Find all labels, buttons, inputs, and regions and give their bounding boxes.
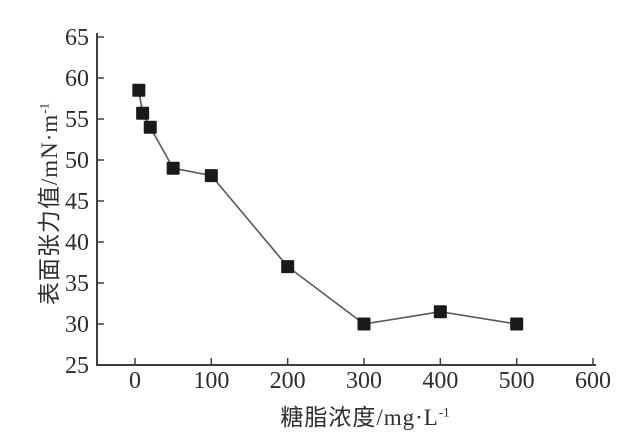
data-point — [136, 106, 150, 120]
data-point — [357, 317, 371, 331]
y-tick-label: 65 — [65, 25, 89, 51]
y-tick-label: 30 — [65, 312, 89, 338]
y-tick-label: 25 — [65, 353, 89, 379]
data-point — [143, 120, 157, 134]
y-tick-label: 45 — [65, 189, 89, 215]
data-point — [433, 305, 447, 319]
data-point — [166, 161, 180, 175]
y-tick-label: 35 — [65, 271, 89, 297]
x-tick-label: 300 — [346, 368, 382, 394]
data-point — [132, 83, 146, 97]
x-tick-label: 200 — [270, 368, 306, 394]
x-tick-label: 100 — [193, 368, 229, 394]
y-tick-label: 50 — [65, 148, 89, 174]
y-tick-label: 60 — [65, 66, 89, 92]
x-axis-label-superscript: -1 — [438, 404, 450, 420]
y-tick-label: 40 — [65, 230, 89, 256]
x-tick-label: 0 — [129, 368, 141, 394]
x-axis-label: 糖脂浓度/mg·L-1 — [135, 398, 595, 432]
y-tick-label: 55 — [65, 107, 89, 133]
data-point — [281, 260, 295, 274]
x-axis-label-text: 糖脂浓度/mg·L — [280, 405, 439, 430]
data-point — [510, 317, 524, 331]
x-tick-label: 400 — [422, 368, 458, 394]
data-point — [204, 169, 218, 183]
x-tick-label: 500 — [499, 368, 535, 394]
data-series-line — [138, 90, 517, 325]
y-axis-label: 表面张力值/mN·m-1 — [30, 54, 62, 354]
y-axis-label-superscript: -1 — [36, 102, 52, 114]
y-axis-label-text: 表面张力值/mN·m — [37, 113, 62, 306]
x-tick-label: 600 — [575, 368, 611, 394]
